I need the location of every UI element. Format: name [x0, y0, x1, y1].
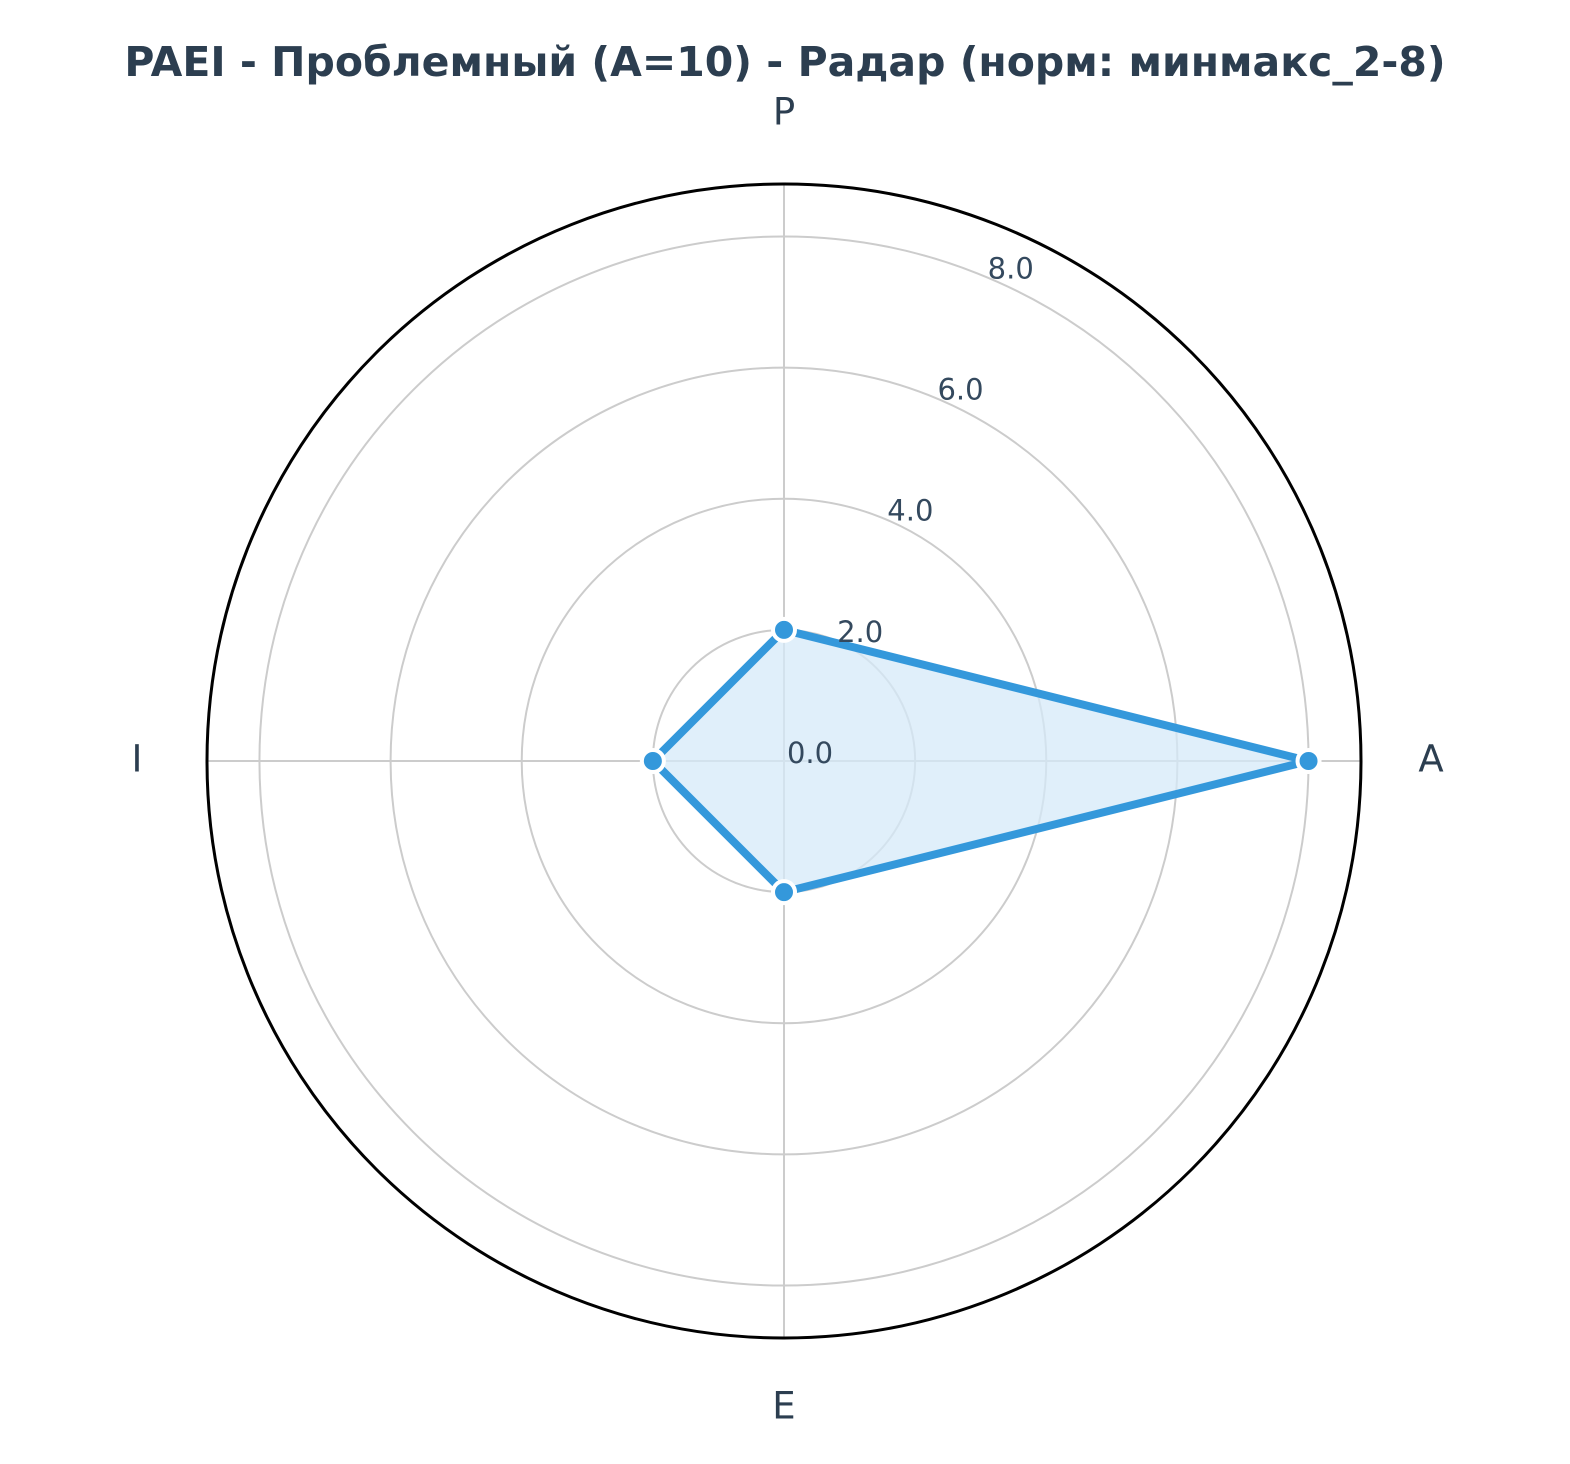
data-point-I — [639, 748, 666, 774]
r-tick-label-0-0: 0.0 — [787, 736, 833, 770]
axis-label-E: E — [772, 1385, 795, 1428]
data-point-P — [771, 616, 797, 643]
axis-label-A: A — [1418, 738, 1443, 781]
axis-label-I: I — [132, 738, 143, 781]
r-tick-label-6-0: 6.0 — [937, 373, 983, 407]
data-point-E — [771, 879, 797, 906]
r-tick-label-8-0: 8.0 — [988, 251, 1034, 285]
polar-outline — [205, 182, 1363, 1340]
series-fill — [652, 629, 1309, 893]
axis-label-P: P — [773, 91, 795, 134]
data-point-A — [1295, 748, 1322, 774]
chart-title: PAEI - Проблемный (A=10) - Радар (норм: … — [124, 38, 1446, 86]
r-tick-label-4-0: 4.0 — [887, 494, 933, 528]
r-tick-label-2-0: 2.0 — [837, 615, 883, 649]
